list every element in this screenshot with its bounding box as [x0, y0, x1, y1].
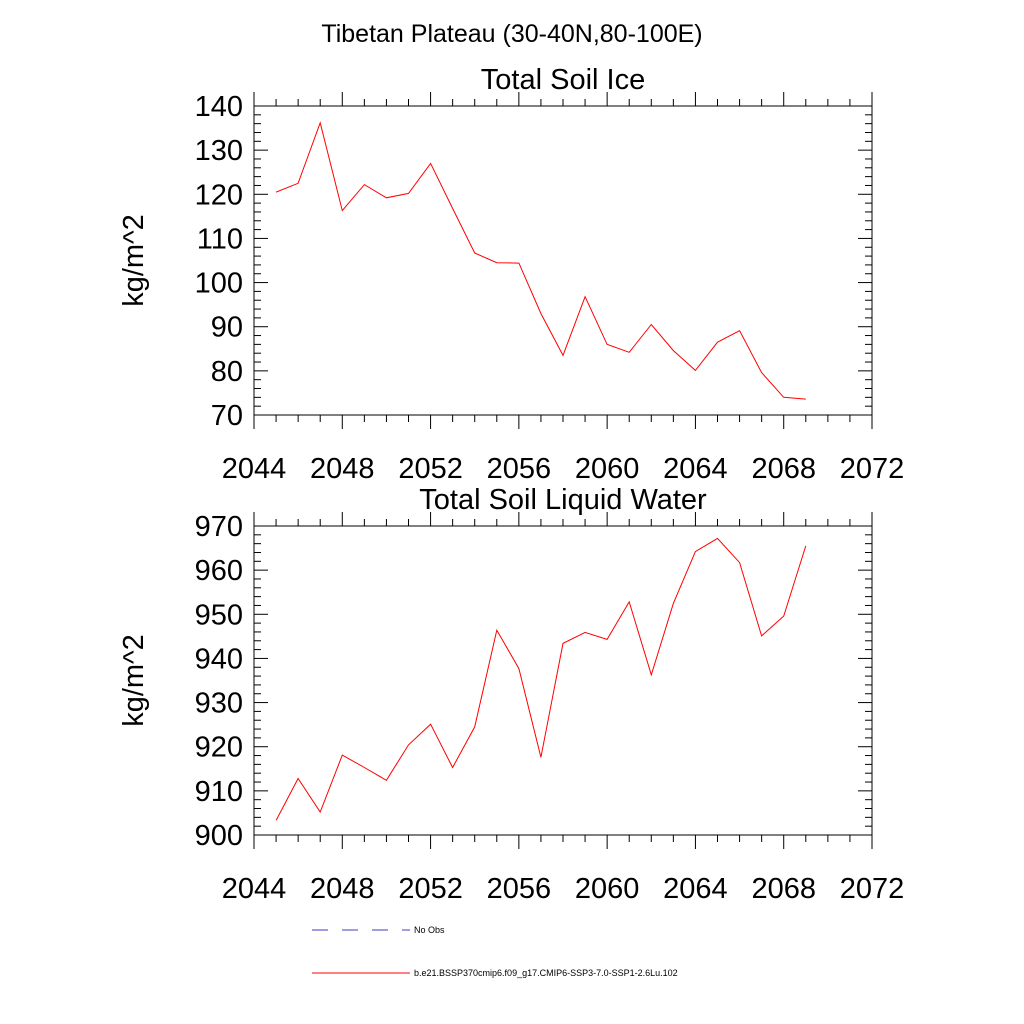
x-tick-label: 2068 — [751, 873, 816, 905]
y-tick-label: 930 — [195, 688, 243, 720]
x-tick-label: 2072 — [840, 873, 905, 905]
x-tick-label: 2072 — [840, 453, 905, 485]
x-tick-label: 2048 — [310, 453, 375, 485]
plot-frame — [253, 525, 873, 836]
panel-title: Total Soil Ice — [481, 64, 645, 96]
plot-frame — [253, 105, 873, 416]
x-tick-label: 2064 — [663, 873, 728, 905]
y-tick-label: 110 — [197, 223, 243, 255]
x-tick-label: 2044 — [222, 453, 287, 485]
x-tick-label: 2060 — [575, 873, 640, 905]
legend-label-model-run: b.e21.BSSP370cmip6.f09_g17.CMIP6-SSP3-7.… — [414, 968, 678, 978]
y-axis-label: kg/m^2 — [118, 214, 150, 307]
panel-total-soil-ice: Total Soil Ice 70 80 90 100 110 120 130 140 2044 2… — [118, 64, 904, 485]
series-line — [275, 121, 806, 400]
x-tick-label: 2044 — [222, 873, 287, 905]
legend: No Obs b.e21.BSSP370cmip6.f09_g17.CMIP6-… — [312, 925, 678, 978]
y-tick-label: 90 — [211, 312, 243, 344]
x-tick-label: 2060 — [575, 453, 640, 485]
x-tick-label: 2048 — [310, 873, 375, 905]
panel-title: Total Soil Liquid Water — [419, 484, 707, 516]
x-tick-label: 2056 — [487, 873, 552, 905]
y-tick-label: 950 — [195, 599, 243, 631]
series-line — [275, 537, 807, 821]
x-tick-label: 2068 — [751, 453, 816, 485]
y-tick-label: 130 — [195, 135, 243, 167]
y-axis-label: kg/m^2 — [118, 634, 150, 727]
x-tick-label: 2064 — [663, 453, 728, 485]
legend-label-no-obs: No Obs — [414, 925, 445, 935]
figure-main-title: Tibetan Plateau (30-40N,80-100E) — [321, 20, 702, 48]
y-tick-label: 120 — [195, 179, 243, 211]
x-tick-label: 2052 — [398, 873, 463, 905]
y-tick-label: 70 — [211, 400, 243, 432]
y-tick-label: 900 — [195, 820, 243, 852]
y-tick-label: 80 — [211, 356, 243, 388]
panel-total-soil-liquid-water: Total Soil Liquid Water 900 910 920 930 940 95… — [118, 484, 904, 905]
y-tick-label: 910 — [195, 776, 243, 808]
y-tick-label: 920 — [195, 732, 243, 764]
x-tick-label: 2052 — [398, 453, 463, 485]
x-tick-label: 2056 — [487, 453, 552, 485]
y-tick-label: 960 — [195, 555, 243, 587]
y-tick-label: 940 — [195, 643, 243, 675]
y-tick-label: 100 — [195, 268, 243, 300]
y-tick-label: 140 — [195, 91, 243, 123]
y-tick-label: 970 — [195, 511, 243, 543]
